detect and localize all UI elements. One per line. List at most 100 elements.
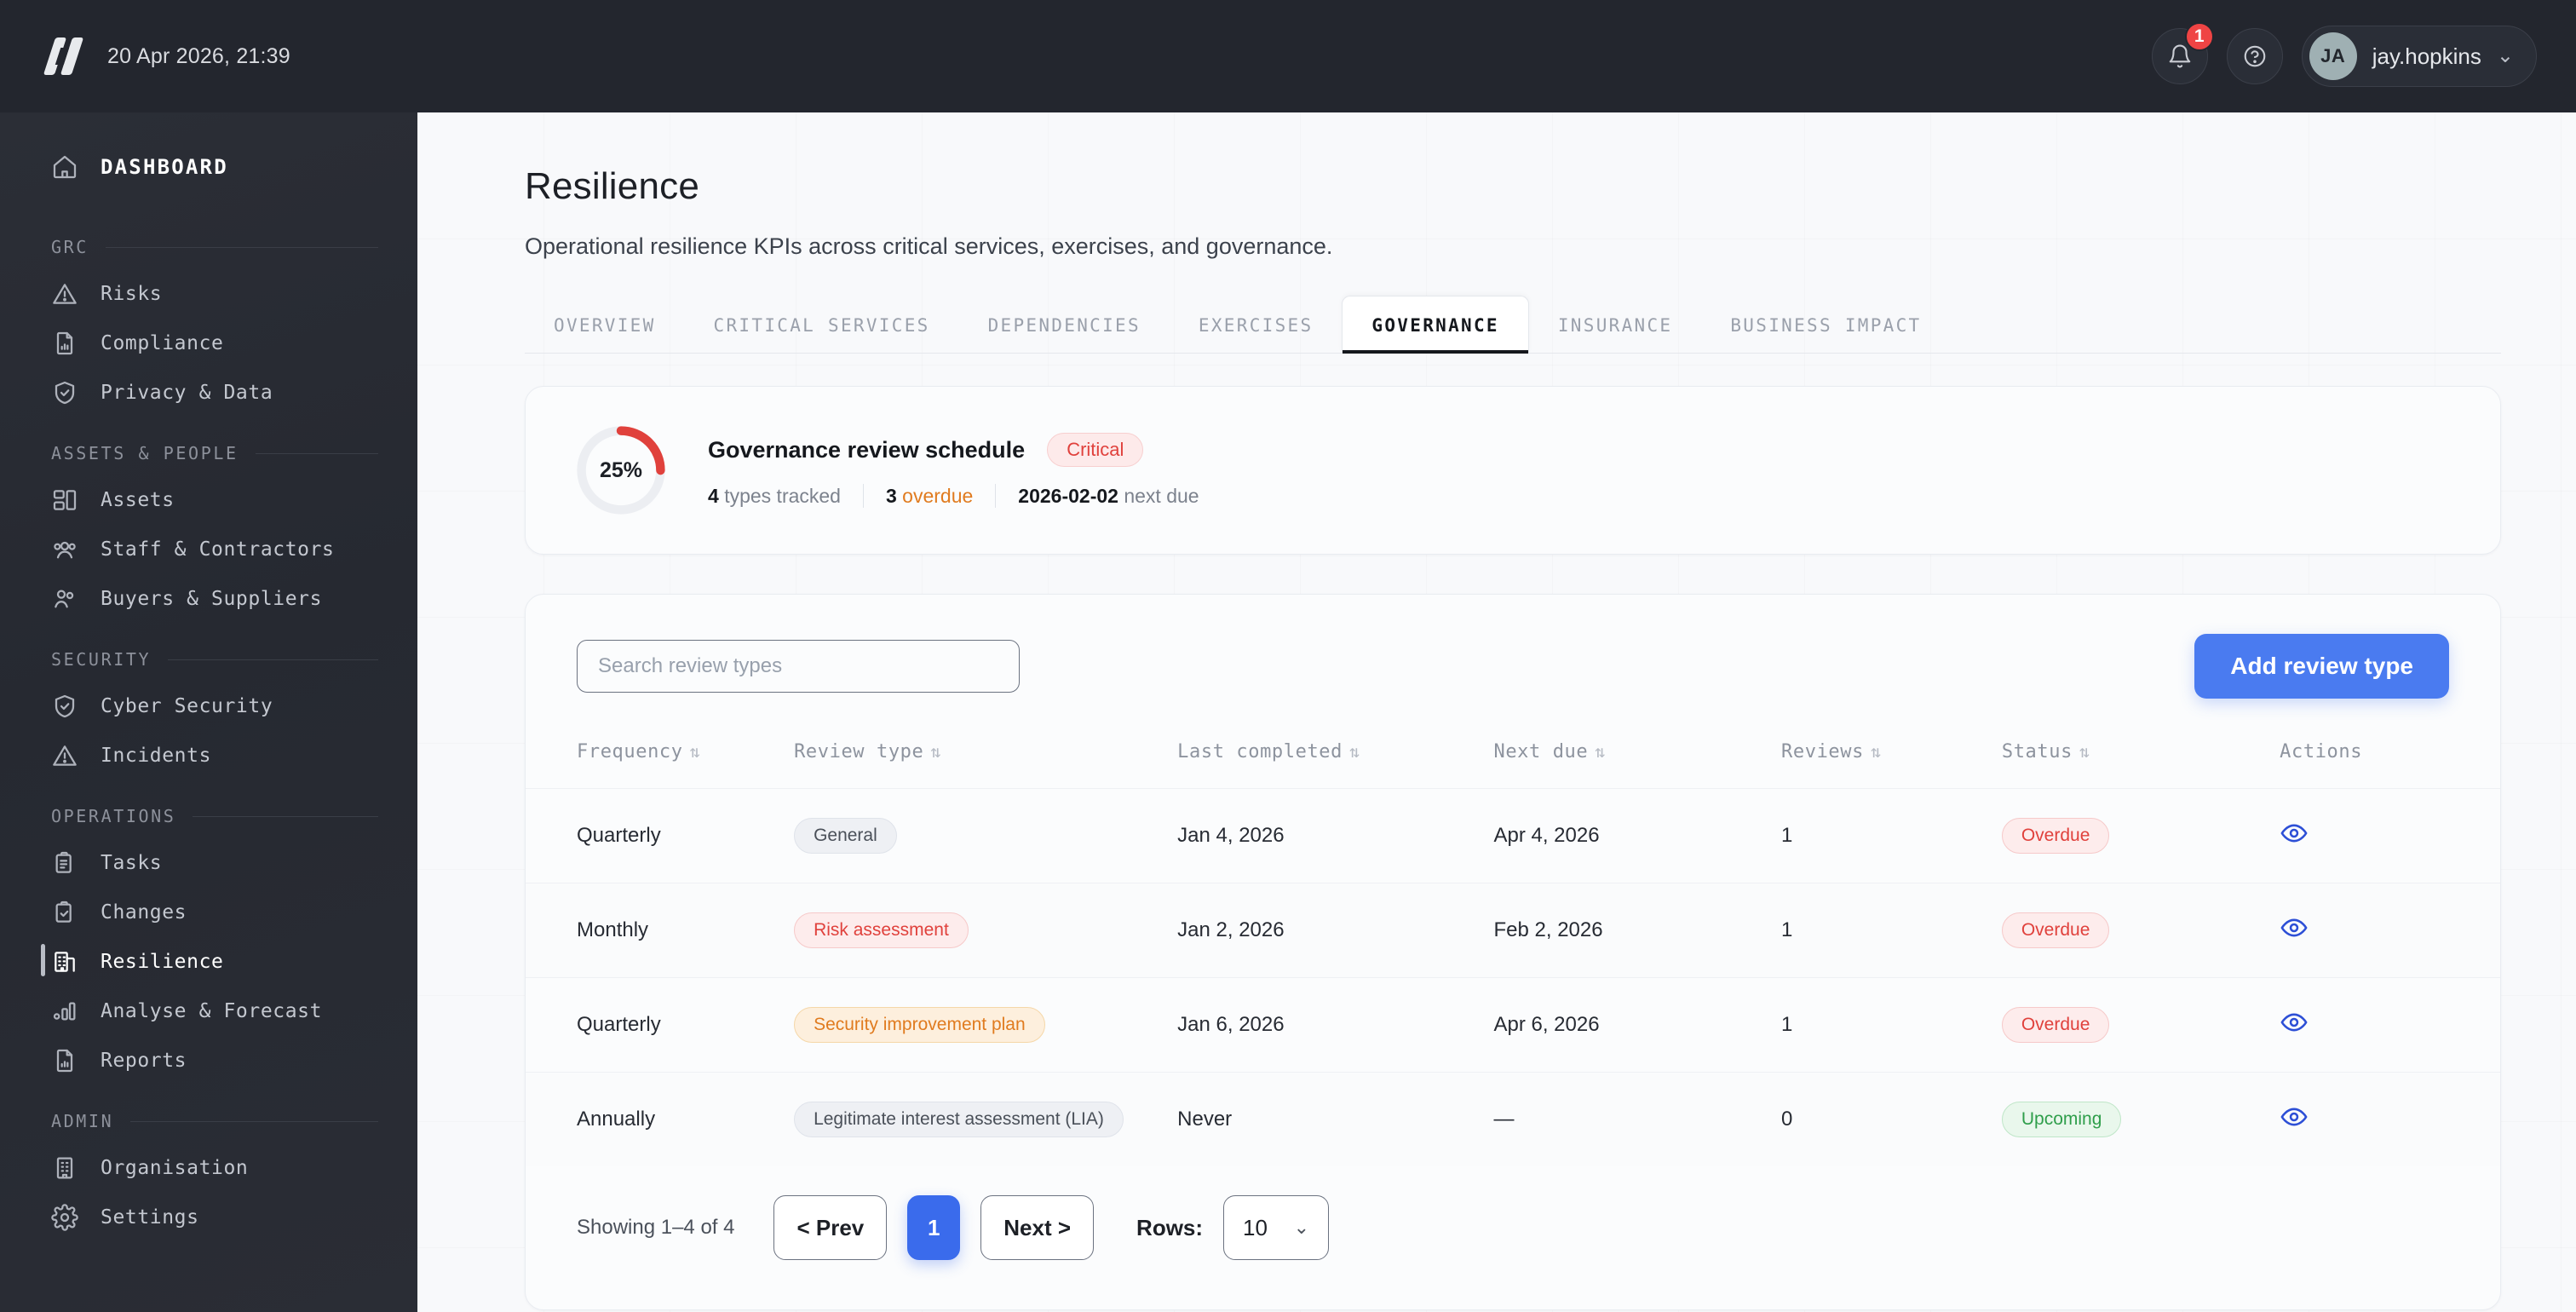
pagination-summary: Showing 1–4 of 4 — [577, 1216, 735, 1239]
cell-last-completed: Jan 6, 2026 — [1177, 977, 1494, 1073]
sort-icon: ⇅ — [1870, 741, 1882, 762]
sidebar-item-buyers-suppliers[interactable]: Buyers & Suppliers — [0, 574, 417, 624]
sidebar-item-label: Incidents — [101, 745, 212, 767]
help-button[interactable] — [2226, 28, 2283, 84]
tab-business-impact[interactable]: BUSINESS IMPACT — [1730, 315, 1922, 336]
table-row[interactable]: Monthly Risk assessment Jan 2, 2026 Feb … — [526, 883, 2500, 978]
table-row[interactable]: Annually Legitimate interest assessment … — [526, 1072, 2500, 1166]
cell-review-type: Risk assessment — [794, 883, 1178, 978]
view-icon[interactable] — [2280, 819, 2309, 848]
sidebar-item-label: Settings — [101, 1206, 199, 1229]
notification-badge: 1 — [2184, 22, 2214, 51]
sidebar-item-label: Reports — [101, 1050, 187, 1072]
sidebar-item-dashboard[interactable]: DASHBOARD — [0, 141, 417, 193]
tab-dependencies[interactable]: DEPENDENCIES — [987, 315, 1141, 336]
sidebar-item-settings[interactable]: Settings — [0, 1193, 417, 1242]
view-icon[interactable] — [2280, 913, 2309, 942]
prev-page-button[interactable]: < Prev — [773, 1195, 888, 1260]
cell-status: Upcoming — [2001, 1072, 2280, 1166]
sidebar-item-privacy-data[interactable]: Privacy & Data — [0, 368, 417, 417]
sidebar-section-operations: OPERATIONS — [0, 806, 417, 826]
rows-per-page-label: Rows: — [1136, 1214, 1204, 1240]
building-icon — [51, 948, 78, 975]
table-body: Quarterly General Jan 4, 2026 Apr 4, 202… — [526, 788, 2500, 1166]
tab-bar: OVERVIEW CRITICAL SERVICES DEPENDENCIES … — [525, 296, 2501, 354]
sidebar-item-analyse-forecast[interactable]: Analyse & Forecast — [0, 987, 417, 1036]
bar-chart-icon — [51, 998, 78, 1025]
cell-last-completed: Jan 2, 2026 — [1177, 883, 1494, 978]
column-header-last-completed[interactable]: Last completed ⇅ — [1177, 741, 1360, 762]
sidebar-item-staff-contractors[interactable]: Staff & Contractors — [0, 525, 417, 574]
page-container: Resilience Operational resilience KPIs a… — [417, 112, 2576, 1310]
sidebar: DASHBOARD GRC Risks Compliance — [0, 112, 417, 1312]
tab-critical-services[interactable]: CRITICAL SERVICES — [713, 315, 930, 336]
user-menu[interactable]: JA jay.hopkins ⌄ — [2301, 26, 2537, 87]
top-bar: 20 Apr 2026, 21:39 1 JA jay.hopkins ⌄ — [0, 0, 2576, 112]
tab-governance[interactable]: GOVERNANCE — [1342, 296, 1529, 354]
review-types-card: Add review type Frequency⇅ Review type⇅ … — [525, 594, 2501, 1310]
sidebar-item-label: Cyber Security — [101, 695, 273, 717]
cell-review-type: Security improvement plan — [794, 977, 1178, 1073]
kpi-meta: 4 types tracked 3 overdue 2026-02-02 nex… — [708, 484, 1199, 508]
cell-reviews: 0 — [1781, 1072, 2002, 1166]
view-icon[interactable] — [2280, 1008, 2309, 1037]
sidebar-item-changes[interactable]: Changes — [0, 888, 417, 937]
sidebar-item-label: Risks — [101, 283, 163, 305]
gear-icon — [51, 1204, 78, 1231]
question-circle-icon — [2244, 45, 2266, 67]
sidebar-item-reports[interactable]: Reports — [0, 1036, 417, 1085]
notifications-button[interactable]: 1 — [2151, 22, 2214, 84]
cell-next-due: — — [1493, 1072, 1782, 1166]
sidebar-item-compliance[interactable]: Compliance — [0, 319, 417, 368]
view-icon[interactable] — [2280, 1102, 2309, 1131]
sort-icon: ⇅ — [689, 741, 701, 762]
tab-overview[interactable]: OVERVIEW — [554, 315, 656, 336]
sidebar-item-label: Compliance — [101, 332, 224, 354]
sidebar-section-label: ADMIN — [51, 1111, 114, 1131]
table-head: Frequency ⇅ Review type ⇅ Last completed ⇅ … — [526, 728, 2500, 789]
sidebar-item-tasks[interactable]: Tasks — [0, 838, 417, 888]
sidebar-item-organisation[interactable]: Organisation — [0, 1143, 417, 1193]
cell-reviews: 1 — [1781, 788, 2002, 883]
review-type-badge: Risk assessment — [794, 912, 969, 948]
sidebar-item-label: Resilience — [101, 951, 224, 973]
bell-icon — [2169, 44, 2191, 68]
sidebar-section-label: GRC — [51, 237, 89, 257]
rows-per-page-select[interactable]: 10 ⌄ — [1223, 1195, 1330, 1260]
table-toolbar: Add review type — [526, 595, 2500, 728]
column-header-review-type[interactable]: Review type ⇅ — [794, 741, 942, 762]
search-input[interactable] — [577, 640, 1020, 693]
cell-reviews: 1 — [1781, 883, 2002, 978]
sidebar-item-resilience[interactable]: Resilience — [0, 937, 417, 987]
sidebar-item-label: Tasks — [101, 852, 163, 874]
tab-exercises[interactable]: EXERCISES — [1198, 315, 1314, 336]
sidebar-item-cyber-security[interactable]: Cyber Security — [0, 682, 417, 731]
table-row[interactable]: Quarterly General Jan 4, 2026 Apr 4, 202… — [526, 788, 2500, 883]
status-badge: Overdue — [2001, 912, 2110, 948]
cell-review-type: General — [794, 788, 1178, 883]
sidebar-item-incidents[interactable]: Incidents — [0, 731, 417, 780]
page-title: Resilience — [525, 165, 699, 207]
sidebar-item-assets[interactable]: Assets — [0, 475, 417, 525]
add-review-type-button[interactable]: Add review type — [2194, 634, 2449, 699]
people-group-icon — [51, 536, 78, 563]
meta-divider — [862, 484, 864, 508]
next-page-button[interactable]: Next > — [980, 1195, 1095, 1260]
sidebar-dashboard-label: DASHBOARD — [101, 155, 228, 179]
page-1-button[interactable]: 1 — [907, 1195, 961, 1260]
user-name: jay.hopkins — [2372, 43, 2481, 69]
cell-status: Overdue — [2001, 977, 2280, 1073]
shield-check-icon — [51, 379, 78, 406]
cell-frequency: Quarterly — [526, 977, 795, 1073]
table-row[interactable]: Quarterly Security improvement plan Jan … — [526, 977, 2500, 1073]
sidebar-item-label: Organisation — [101, 1157, 249, 1179]
column-header-frequency[interactable]: Frequency ⇅ — [577, 741, 701, 762]
tab-insurance[interactable]: INSURANCE — [1557, 315, 1673, 336]
sidebar-item-label: Staff & Contractors — [101, 538, 335, 561]
column-header-status[interactable]: Status ⇅ — [2001, 741, 2090, 762]
column-header-reviews[interactable]: Reviews ⇅ — [1781, 741, 1882, 762]
column-header-next-due[interactable]: Next due ⇅ — [1493, 741, 1606, 762]
meta-divider — [995, 484, 997, 508]
sidebar-item-risks[interactable]: Risks — [0, 269, 417, 319]
brand[interactable]: 20 Apr 2026, 21:39 — [43, 37, 290, 75]
